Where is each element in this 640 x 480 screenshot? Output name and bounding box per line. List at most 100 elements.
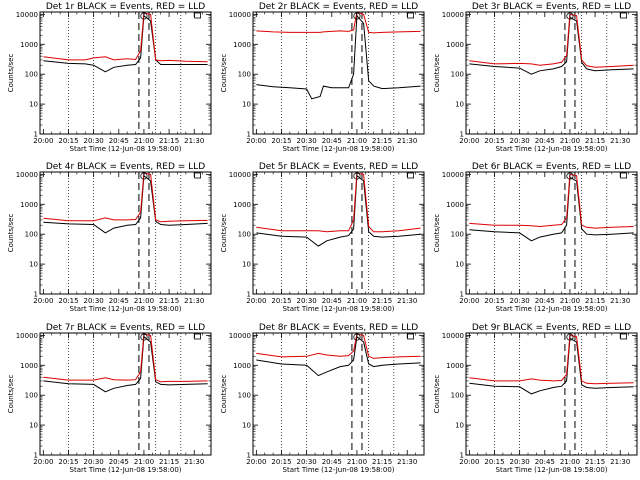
y-tick-label: 100 bbox=[451, 392, 464, 400]
x-tick-label: 21:30 bbox=[397, 137, 417, 145]
y-tick-label: 100 bbox=[238, 71, 251, 79]
plot-frame bbox=[39, 11, 212, 135]
y-tick-label: 100 bbox=[451, 231, 464, 239]
y-tick-label: 10000 bbox=[16, 11, 38, 19]
panel: Det 9r BLACK = Events, RED = LLD 1 10 100 10… bbox=[433, 323, 638, 474]
y-tick-label: 10000 bbox=[442, 332, 464, 340]
x-tick-label: 20:45 bbox=[109, 458, 129, 466]
y-tick-label: 1 bbox=[460, 131, 464, 139]
y-axis-label: Counts/sec bbox=[433, 375, 441, 414]
square-marker bbox=[407, 333, 414, 340]
x-tick-label: 20:00 bbox=[459, 297, 479, 305]
plot-frame bbox=[465, 171, 638, 295]
panel-title: Det 3r BLACK = Events, RED = LLD bbox=[472, 2, 631, 12]
y-tick-label: 10 bbox=[242, 422, 251, 430]
panel: Det 2r BLACK = Events, RED = LLD 1 10 100 10… bbox=[220, 2, 425, 153]
x-axis-label: Start Time (12-Jun-08 19:58:00) bbox=[496, 466, 608, 474]
x-tick-label: 21:00 bbox=[560, 137, 580, 145]
panel: Det 5r BLACK = Events, RED = LLD 1 10 100 10… bbox=[220, 162, 425, 313]
events-line bbox=[469, 176, 634, 242]
y-tick-label: 100 bbox=[451, 71, 464, 79]
y-tick-label: 100 bbox=[238, 392, 251, 400]
x-tick-label: 21:30 bbox=[184, 137, 204, 145]
x-tick-label: 21:30 bbox=[397, 297, 417, 305]
x-tick-label: 20:00 bbox=[459, 137, 479, 145]
x-tick-label: 21:00 bbox=[347, 458, 367, 466]
panel-title: Det 8r BLACK = Events, RED = LLD bbox=[259, 323, 418, 333]
x-tick-label: 21:00 bbox=[560, 458, 580, 466]
y-tick-label: 100 bbox=[25, 231, 38, 239]
y-axis-label: Counts/sec bbox=[7, 54, 15, 93]
x-axis-label: Start Time (12-Jun-08 19:58:00) bbox=[70, 145, 182, 153]
panel: Det 3r BLACK = Events, RED = LLD 1 10 100 10… bbox=[433, 2, 638, 153]
lld-line bbox=[469, 334, 634, 385]
x-tick-label: 20:00 bbox=[33, 137, 53, 145]
x-tick-label: 20:15 bbox=[271, 458, 291, 466]
x-tick-label: 20:00 bbox=[246, 297, 266, 305]
y-tick-label: 1 bbox=[247, 291, 251, 299]
x-tick-label: 21:15 bbox=[372, 297, 392, 305]
x-tick-label: 21:30 bbox=[610, 137, 630, 145]
x-tick-label: 20:30 bbox=[297, 297, 317, 305]
x-tick-label: 21:30 bbox=[397, 458, 417, 466]
x-tick-label: 20:45 bbox=[109, 137, 129, 145]
events-line bbox=[256, 174, 421, 247]
y-tick-label: 10000 bbox=[229, 171, 251, 179]
x-tick-label: 20:15 bbox=[484, 137, 504, 145]
x-tick-label: 20:30 bbox=[84, 458, 104, 466]
y-tick-label: 10000 bbox=[16, 171, 38, 179]
y-tick-label: 100 bbox=[25, 392, 38, 400]
x-tick-label: 21:15 bbox=[585, 297, 605, 305]
x-tick-label: 20:45 bbox=[109, 297, 129, 305]
plot-frame bbox=[252, 171, 425, 295]
x-axis-label: Start Time (12-Jun-08 19:58:00) bbox=[496, 305, 608, 313]
plot-frame bbox=[39, 171, 212, 295]
x-tick-label: 20:00 bbox=[33, 297, 53, 305]
y-tick-label: 10000 bbox=[16, 332, 38, 340]
lld-line bbox=[43, 12, 208, 63]
x-tick-label: 20:30 bbox=[297, 458, 317, 466]
square-marker bbox=[194, 172, 201, 179]
x-tick-label: 21:15 bbox=[585, 458, 605, 466]
events-line bbox=[43, 14, 208, 73]
x-tick-label: 21:00 bbox=[347, 297, 367, 305]
x-tick-label: 21:00 bbox=[134, 458, 154, 466]
x-tick-label: 21:15 bbox=[585, 137, 605, 145]
x-tick-label: 21:00 bbox=[134, 137, 154, 145]
y-tick-label: 10 bbox=[242, 101, 251, 109]
panel: Det 8r BLACK = Events, RED = LLD 1 10 100 10… bbox=[220, 323, 425, 474]
y-tick-label: 1000 bbox=[446, 362, 464, 370]
y-tick-label: 1000 bbox=[446, 201, 464, 209]
y-tick-label: 1 bbox=[34, 131, 38, 139]
x-tick-label: 20:30 bbox=[510, 458, 530, 466]
x-axis-label: Start Time (12-Jun-08 19:58:00) bbox=[496, 145, 608, 153]
x-tick-label: 20:15 bbox=[271, 137, 291, 145]
panel: Det 7r BLACK = Events, RED = LLD 1 10 100 10… bbox=[7, 323, 212, 474]
y-axis-label: Counts/sec bbox=[433, 54, 441, 93]
lld-line bbox=[469, 173, 634, 229]
x-tick-label: 20:45 bbox=[535, 137, 555, 145]
y-tick-label: 1000 bbox=[233, 201, 251, 209]
x-tick-label: 20:00 bbox=[246, 137, 266, 145]
events-line bbox=[256, 335, 421, 377]
x-tick-label: 21:15 bbox=[159, 458, 179, 466]
x-tick-label: 20:15 bbox=[58, 137, 78, 145]
y-tick-label: 1 bbox=[247, 452, 251, 460]
x-tick-label: 20:45 bbox=[535, 458, 555, 466]
panel: Det 1r BLACK = Events, RED = LLD 1 10 100 10… bbox=[7, 2, 212, 153]
x-tick-label: 20:30 bbox=[84, 297, 104, 305]
x-tick-label: 20:30 bbox=[297, 137, 317, 145]
panel: Det 4r BLACK = Events, RED = LLD 1 10 100 10… bbox=[7, 162, 212, 313]
panel-title: Det 1r BLACK = Events, RED = LLD bbox=[46, 2, 205, 12]
x-axis-label: Start Time (12-Jun-08 19:58:00) bbox=[283, 145, 395, 153]
x-tick-label: 20:15 bbox=[58, 297, 78, 305]
panel-title: Det 6r BLACK = Events, RED = LLD bbox=[472, 162, 631, 172]
plot-frame bbox=[465, 11, 638, 135]
x-tick-label: 20:00 bbox=[246, 458, 266, 466]
x-tick-label: 21:30 bbox=[184, 458, 204, 466]
x-tick-label: 20:15 bbox=[484, 458, 504, 466]
y-tick-label: 10000 bbox=[442, 171, 464, 179]
y-tick-label: 10 bbox=[455, 422, 464, 430]
plot-frame bbox=[39, 332, 212, 456]
